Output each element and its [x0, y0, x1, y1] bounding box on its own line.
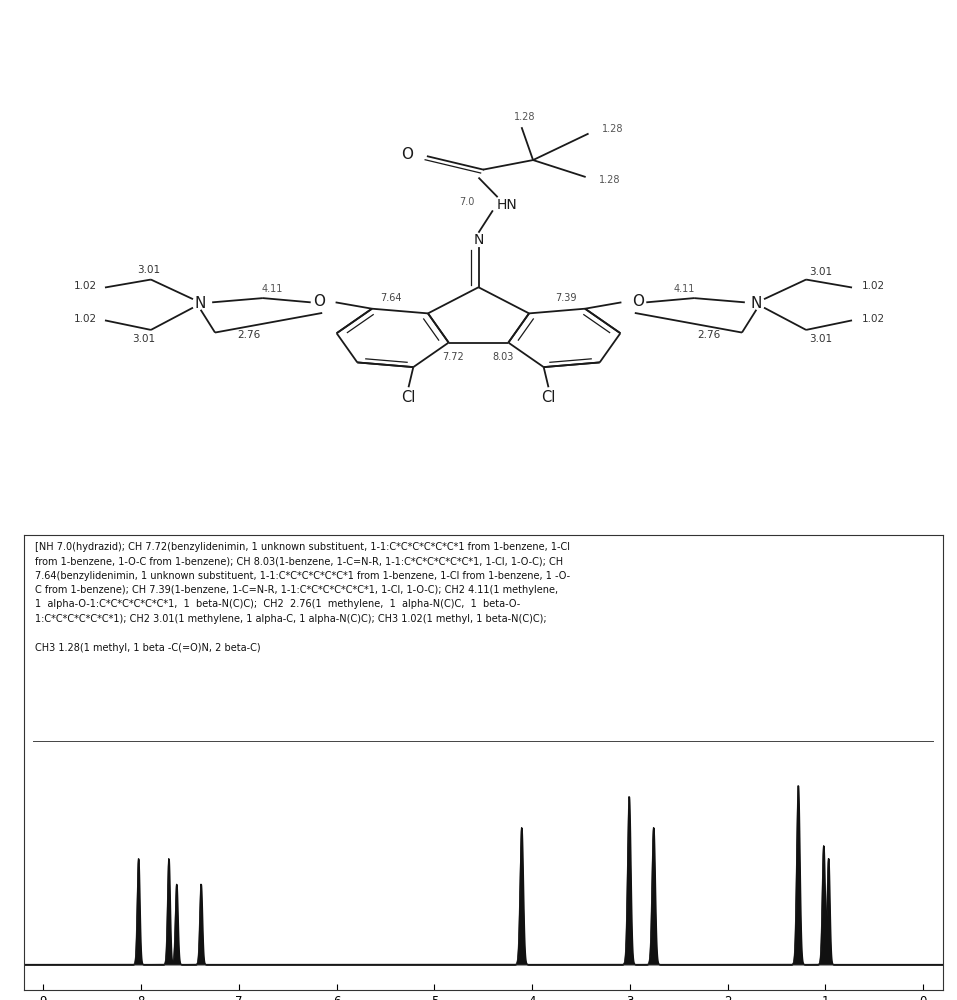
Text: 1.28: 1.28: [602, 124, 623, 134]
Text: 2.76: 2.76: [697, 330, 720, 340]
Text: O: O: [313, 294, 325, 309]
Text: 3.01: 3.01: [809, 267, 832, 277]
Text: 1.02: 1.02: [861, 314, 884, 324]
Text: Cl: Cl: [401, 390, 415, 405]
Text: 1.28: 1.28: [514, 112, 535, 122]
Text: 1.02: 1.02: [75, 281, 98, 291]
Text: 7.64: 7.64: [380, 293, 402, 303]
Text: N: N: [474, 233, 483, 247]
Text: 4.11: 4.11: [674, 284, 695, 294]
Text: O: O: [632, 294, 644, 309]
Text: O: O: [401, 147, 412, 162]
Text: 7.0: 7.0: [459, 197, 475, 207]
Text: 7.39: 7.39: [555, 293, 577, 303]
Text: 4.11: 4.11: [262, 284, 283, 294]
Text: 8.03: 8.03: [493, 352, 514, 362]
Text: 1.02: 1.02: [75, 314, 98, 324]
Text: [NH 7.0(hydrazid); CH 7.72(benzylidenimin, 1 unknown substituent, 1-1:C*C*C*C*C*: [NH 7.0(hydrazid); CH 7.72(benzylidenimi…: [35, 542, 570, 653]
Text: 1.02: 1.02: [861, 281, 884, 291]
Text: N: N: [750, 296, 762, 311]
Text: 1.28: 1.28: [599, 175, 620, 185]
Text: 3.01: 3.01: [133, 334, 156, 344]
Text: N: N: [195, 296, 207, 311]
Text: 7.72: 7.72: [443, 352, 464, 362]
Text: 3.01: 3.01: [809, 334, 832, 344]
Text: 3.01: 3.01: [138, 265, 161, 275]
Text: 2.76: 2.76: [237, 330, 260, 340]
Text: HN: HN: [497, 198, 518, 212]
Text: Cl: Cl: [542, 390, 556, 405]
